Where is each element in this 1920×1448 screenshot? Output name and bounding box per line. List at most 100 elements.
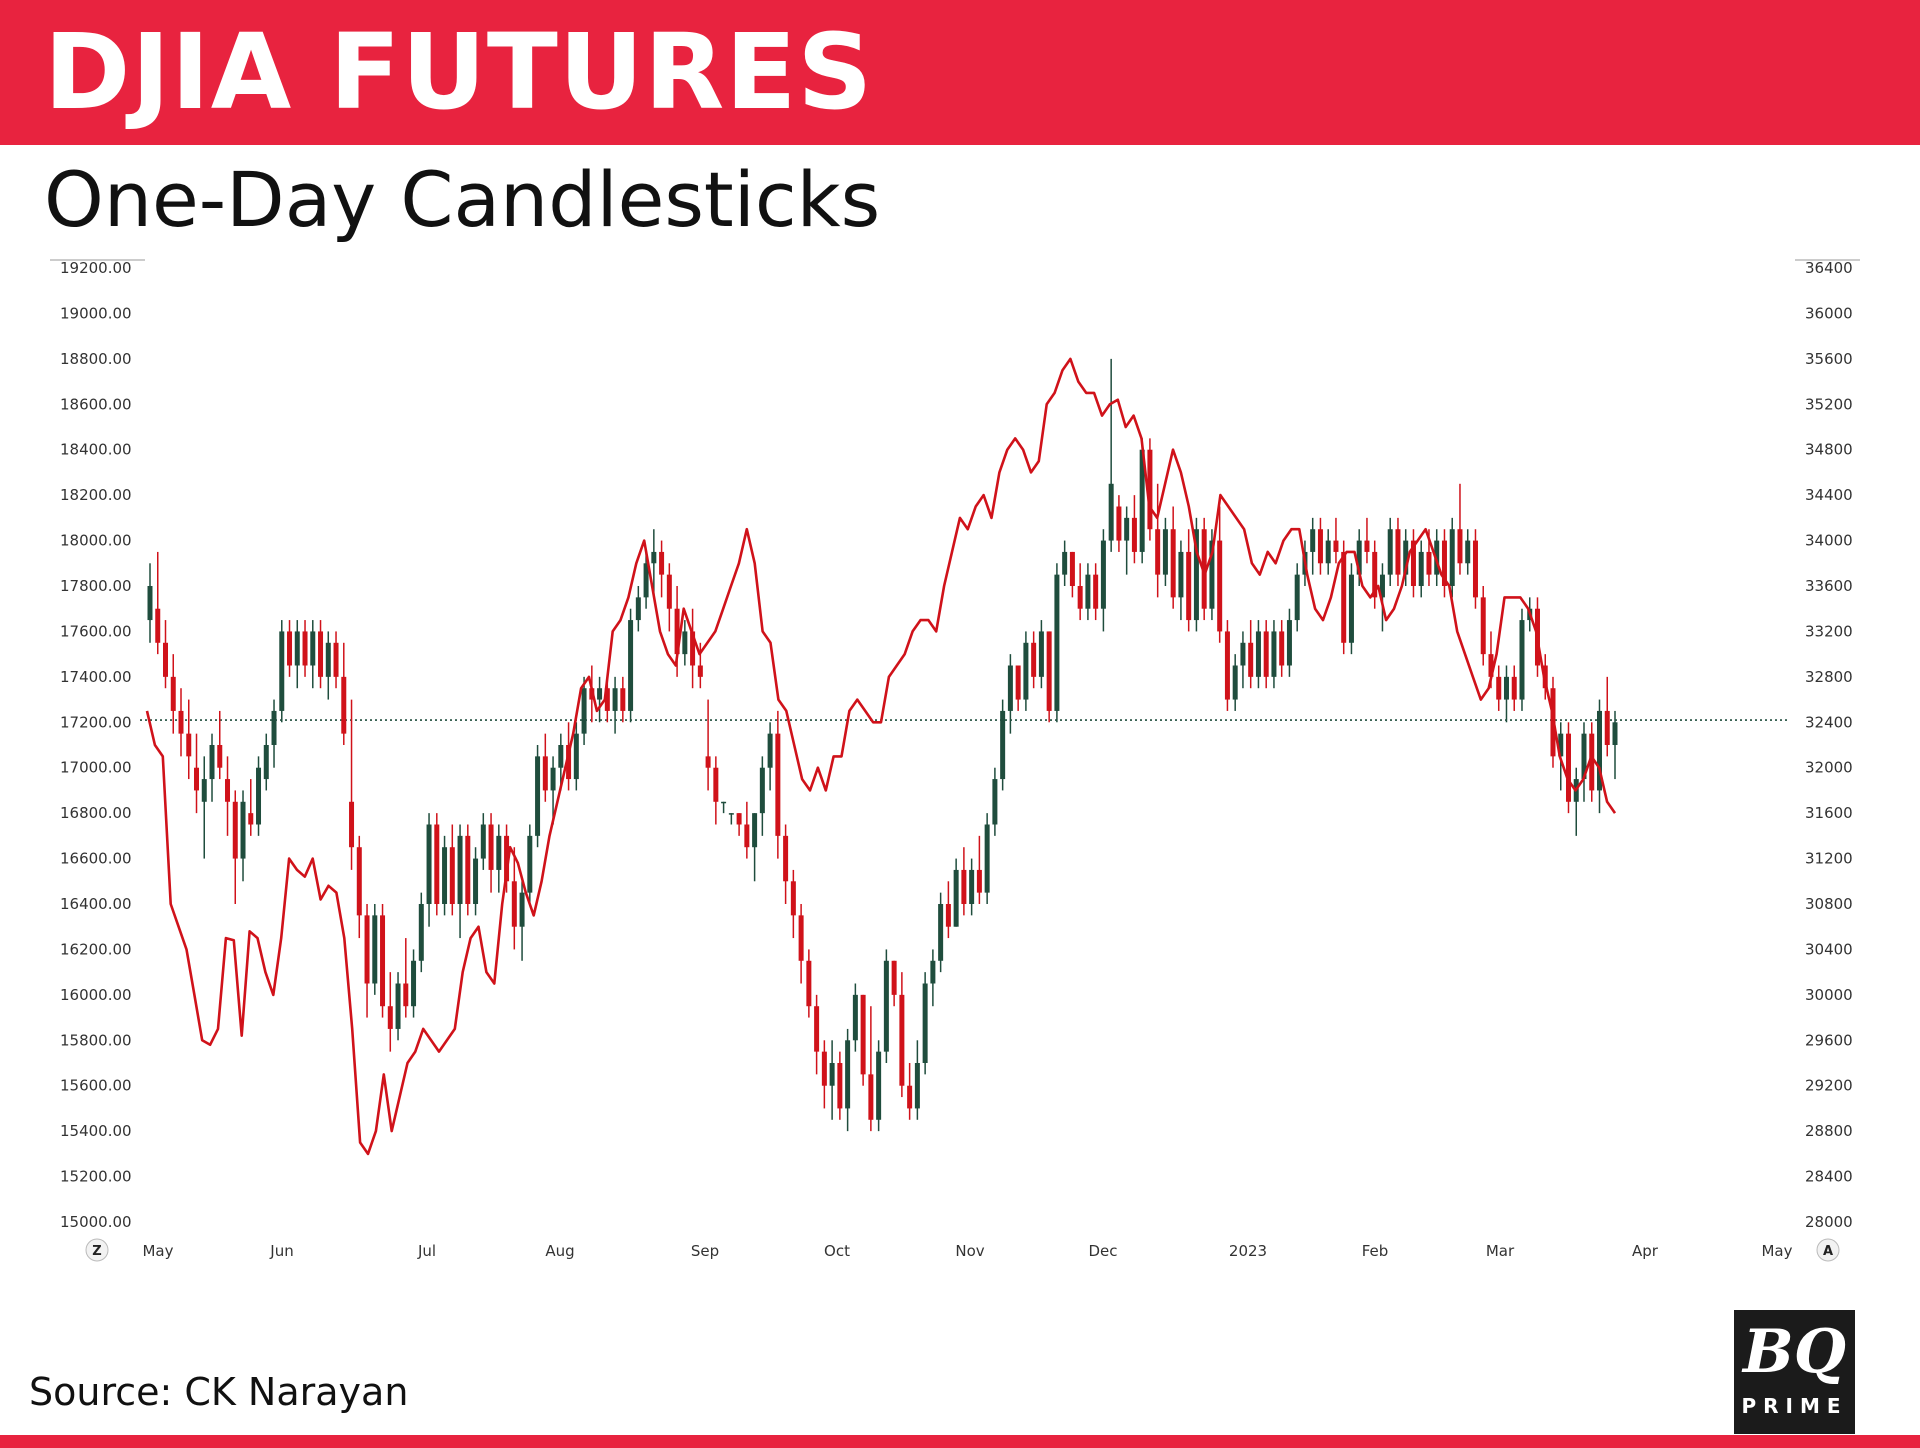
candle-body-up (992, 779, 998, 825)
candle-body-up (1062, 551, 1068, 575)
candle-body-up (1310, 529, 1316, 552)
zoom-out-button-label: Z (92, 1244, 101, 1259)
candle-body-down (1488, 654, 1494, 677)
left-tick-label: 18200.00 (60, 486, 132, 504)
candle-body-down (542, 756, 548, 791)
candle-body-down (186, 733, 192, 757)
candle-body-down (511, 881, 517, 927)
candle-body-down (1441, 540, 1447, 586)
candle-body-down (1511, 676, 1517, 700)
candle-body-down (860, 994, 866, 1075)
left-tick-label: 15400.00 (60, 1122, 132, 1140)
candle-body-up (372, 915, 378, 984)
month-label: Feb (1362, 1242, 1389, 1260)
auto-scale-button[interactable]: A (1816, 1238, 1840, 1262)
ratio-line (145, 357, 1617, 1156)
candle-body-up (1124, 517, 1130, 541)
candle-body-up (930, 960, 936, 984)
candle-body-up (426, 824, 432, 904)
candle-body-up (294, 631, 300, 666)
x-axis: May Jun Jul Aug Sep Oct Nov Dec 2023 Feb Mar Apr May (142, 1242, 1792, 1260)
candle-body-down (736, 813, 742, 825)
candle-body-down (364, 915, 370, 984)
candle-body-down (504, 835, 510, 882)
left-tick-label: 17200.00 (60, 713, 132, 731)
right-tick-label: 35200 (1805, 395, 1853, 413)
month-label: Sep (691, 1242, 719, 1260)
candle-body-up (395, 983, 401, 1029)
candle-body-up (922, 983, 928, 1063)
candle-body-up (271, 710, 277, 745)
candle-body-up (263, 745, 269, 780)
candle-body-down (1333, 540, 1339, 552)
candle-body-down (620, 688, 626, 711)
candle-body-down (713, 767, 719, 802)
month-label: Apr (1632, 1242, 1659, 1260)
candle-body-down (178, 710, 184, 734)
candle-body-up (1193, 529, 1199, 621)
candle-body-up (914, 1063, 920, 1109)
candle-body-up (473, 858, 479, 904)
candle-body-up (496, 835, 502, 870)
candle-body-up (767, 733, 773, 768)
candle-body-down (1472, 540, 1478, 598)
right-tick-label: 31200 (1805, 850, 1853, 868)
left-tick-label: 17800.00 (60, 577, 132, 595)
candle-body-up (752, 813, 758, 848)
candle-body-down (356, 847, 362, 916)
right-tick-label: 32800 (1805, 668, 1853, 686)
candle-body-down (837, 1063, 843, 1109)
candle-body-up (256, 767, 262, 825)
candle-body-down (1341, 551, 1347, 643)
candle-body-down (697, 665, 703, 677)
candle-body-down (318, 631, 324, 677)
candle-body-up (1465, 540, 1471, 564)
candle-body-down (163, 642, 169, 677)
candle-body-down (1015, 665, 1021, 700)
candle-body-down (1317, 529, 1323, 564)
left-tick-label: 18800.00 (60, 350, 132, 368)
candle-body-down (690, 631, 696, 666)
candle-body-down (488, 824, 494, 870)
footer-bar (0, 1435, 1920, 1448)
candle-body-down (1170, 529, 1176, 598)
candle-body-down (945, 904, 951, 927)
candle-body-up (1294, 574, 1300, 621)
auto-scale-button-circle (1816, 1238, 1840, 1262)
candle-body-down (674, 608, 680, 655)
candle-body-down (1589, 733, 1595, 791)
right-tick-label: 28400 (1805, 1168, 1853, 1186)
candle-body-down (1395, 529, 1401, 575)
right-tick-label: 36400 (1805, 259, 1853, 277)
month-label: Oct (824, 1242, 850, 1260)
right-tick-label: 36000 (1805, 304, 1853, 322)
candle-body-up (612, 688, 618, 711)
candle-body-up (1596, 710, 1602, 791)
left-tick-label: 16200.00 (60, 940, 132, 958)
candle-body-up (1387, 529, 1393, 575)
candle-body-up (209, 745, 215, 780)
candle-body-up (883, 960, 889, 1052)
candle-body-down (434, 824, 440, 904)
candle-body-up (240, 801, 246, 859)
candle-body-up (635, 597, 641, 621)
candle-body-down (1031, 642, 1037, 677)
page-title: DJIA FUTURES (44, 11, 874, 133)
candle-body-up (721, 801, 727, 804)
candle-body-up (1085, 574, 1091, 609)
candle-body-up (1162, 529, 1168, 575)
left-tick-label: 17000.00 (60, 759, 132, 777)
candle-body-up (1271, 631, 1277, 677)
candle-body-up (573, 733, 579, 780)
left-tick-label: 18600.00 (60, 395, 132, 413)
candle-body-down (1480, 597, 1486, 655)
candle-body-down (1426, 551, 1432, 575)
candle-body-down (1565, 733, 1571, 802)
zoom-out-button-circle (85, 1238, 109, 1262)
candle-body-up (1558, 733, 1564, 757)
left-tick-label: 18400.00 (60, 441, 132, 459)
candle-body-down (976, 869, 982, 893)
zoom-out-button[interactable]: Z (85, 1238, 109, 1262)
candle-body-up (1418, 551, 1424, 586)
